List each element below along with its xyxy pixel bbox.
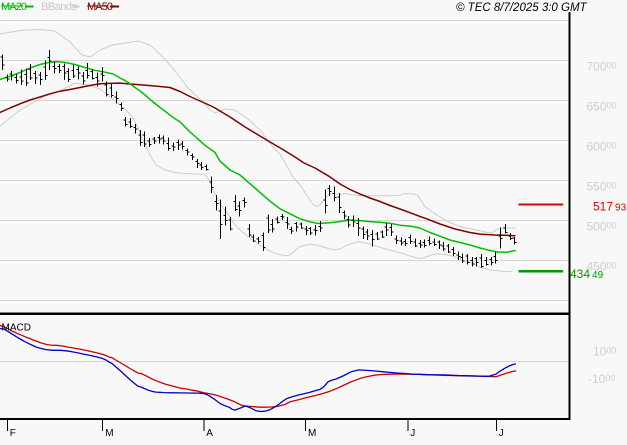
svg-text:55000: 55000 [587,180,617,194]
svg-text:F: F [10,428,16,439]
svg-text:BBands: BBands [41,1,78,13]
svg-text:J: J [499,428,504,439]
svg-text:70000: 70000 [587,60,617,74]
svg-text:MA50: MA50 [87,1,113,13]
svg-text:A: A [206,428,213,439]
svg-text:60000: 60000 [587,140,617,154]
svg-text:M: M [105,428,113,439]
svg-text:M: M [308,428,316,439]
svg-text:J: J [410,428,415,439]
svg-text:50000: 50000 [587,220,617,234]
svg-text:65000: 65000 [587,100,617,114]
svg-text:MA20: MA20 [1,1,27,13]
svg-text:-1000: -1000 [588,372,615,386]
svg-text:MACD: MACD [2,323,31,334]
svg-text:45000: 45000 [587,260,617,274]
svg-text:© TEC 8/7/2025 3:0 GMT: © TEC 8/7/2025 3:0 GMT [456,2,588,14]
svg-text:1000: 1000 [593,345,616,359]
